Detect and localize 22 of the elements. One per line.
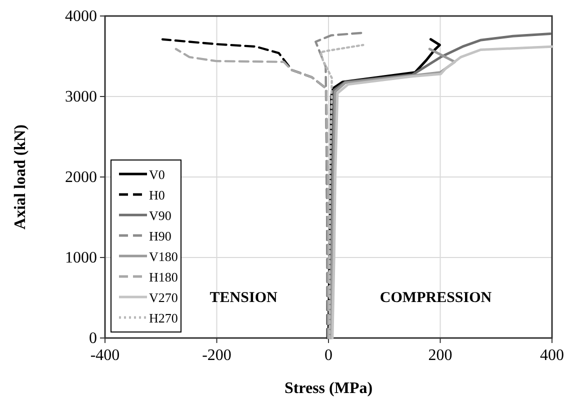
annotation: TENSION [210, 290, 278, 306]
x-axis-title: Stress (MPa) [284, 380, 373, 397]
legend-label: H0 [149, 188, 165, 202]
x-tick-label: -200 [202, 347, 232, 364]
x-tick-label: 200 [428, 347, 452, 364]
y-axis-title: Axial load (kN) [12, 124, 29, 230]
legend-label: H90 [149, 228, 172, 244]
legend-label: V270 [149, 290, 178, 305]
annotation: COMPRESSION [380, 290, 492, 306]
legend-label: H270 [149, 310, 178, 326]
x-tick-label: 400 [540, 347, 564, 364]
y-tick-label: 1000 [65, 250, 97, 266]
y-tick-label: 2000 [65, 169, 97, 186]
legend-label: V180 [149, 249, 178, 264]
y-tick-label: 4000 [65, 8, 97, 25]
legend-label: V0 [149, 167, 165, 182]
legend-label: H180 [149, 270, 178, 284]
y-tick-label: 0 [89, 330, 97, 347]
legend-label: V90 [149, 208, 172, 223]
x-tick-label: 0 [324, 347, 332, 364]
y-tick-label: 3000 [65, 88, 97, 106]
x-tick-label: -400 [90, 347, 120, 364]
